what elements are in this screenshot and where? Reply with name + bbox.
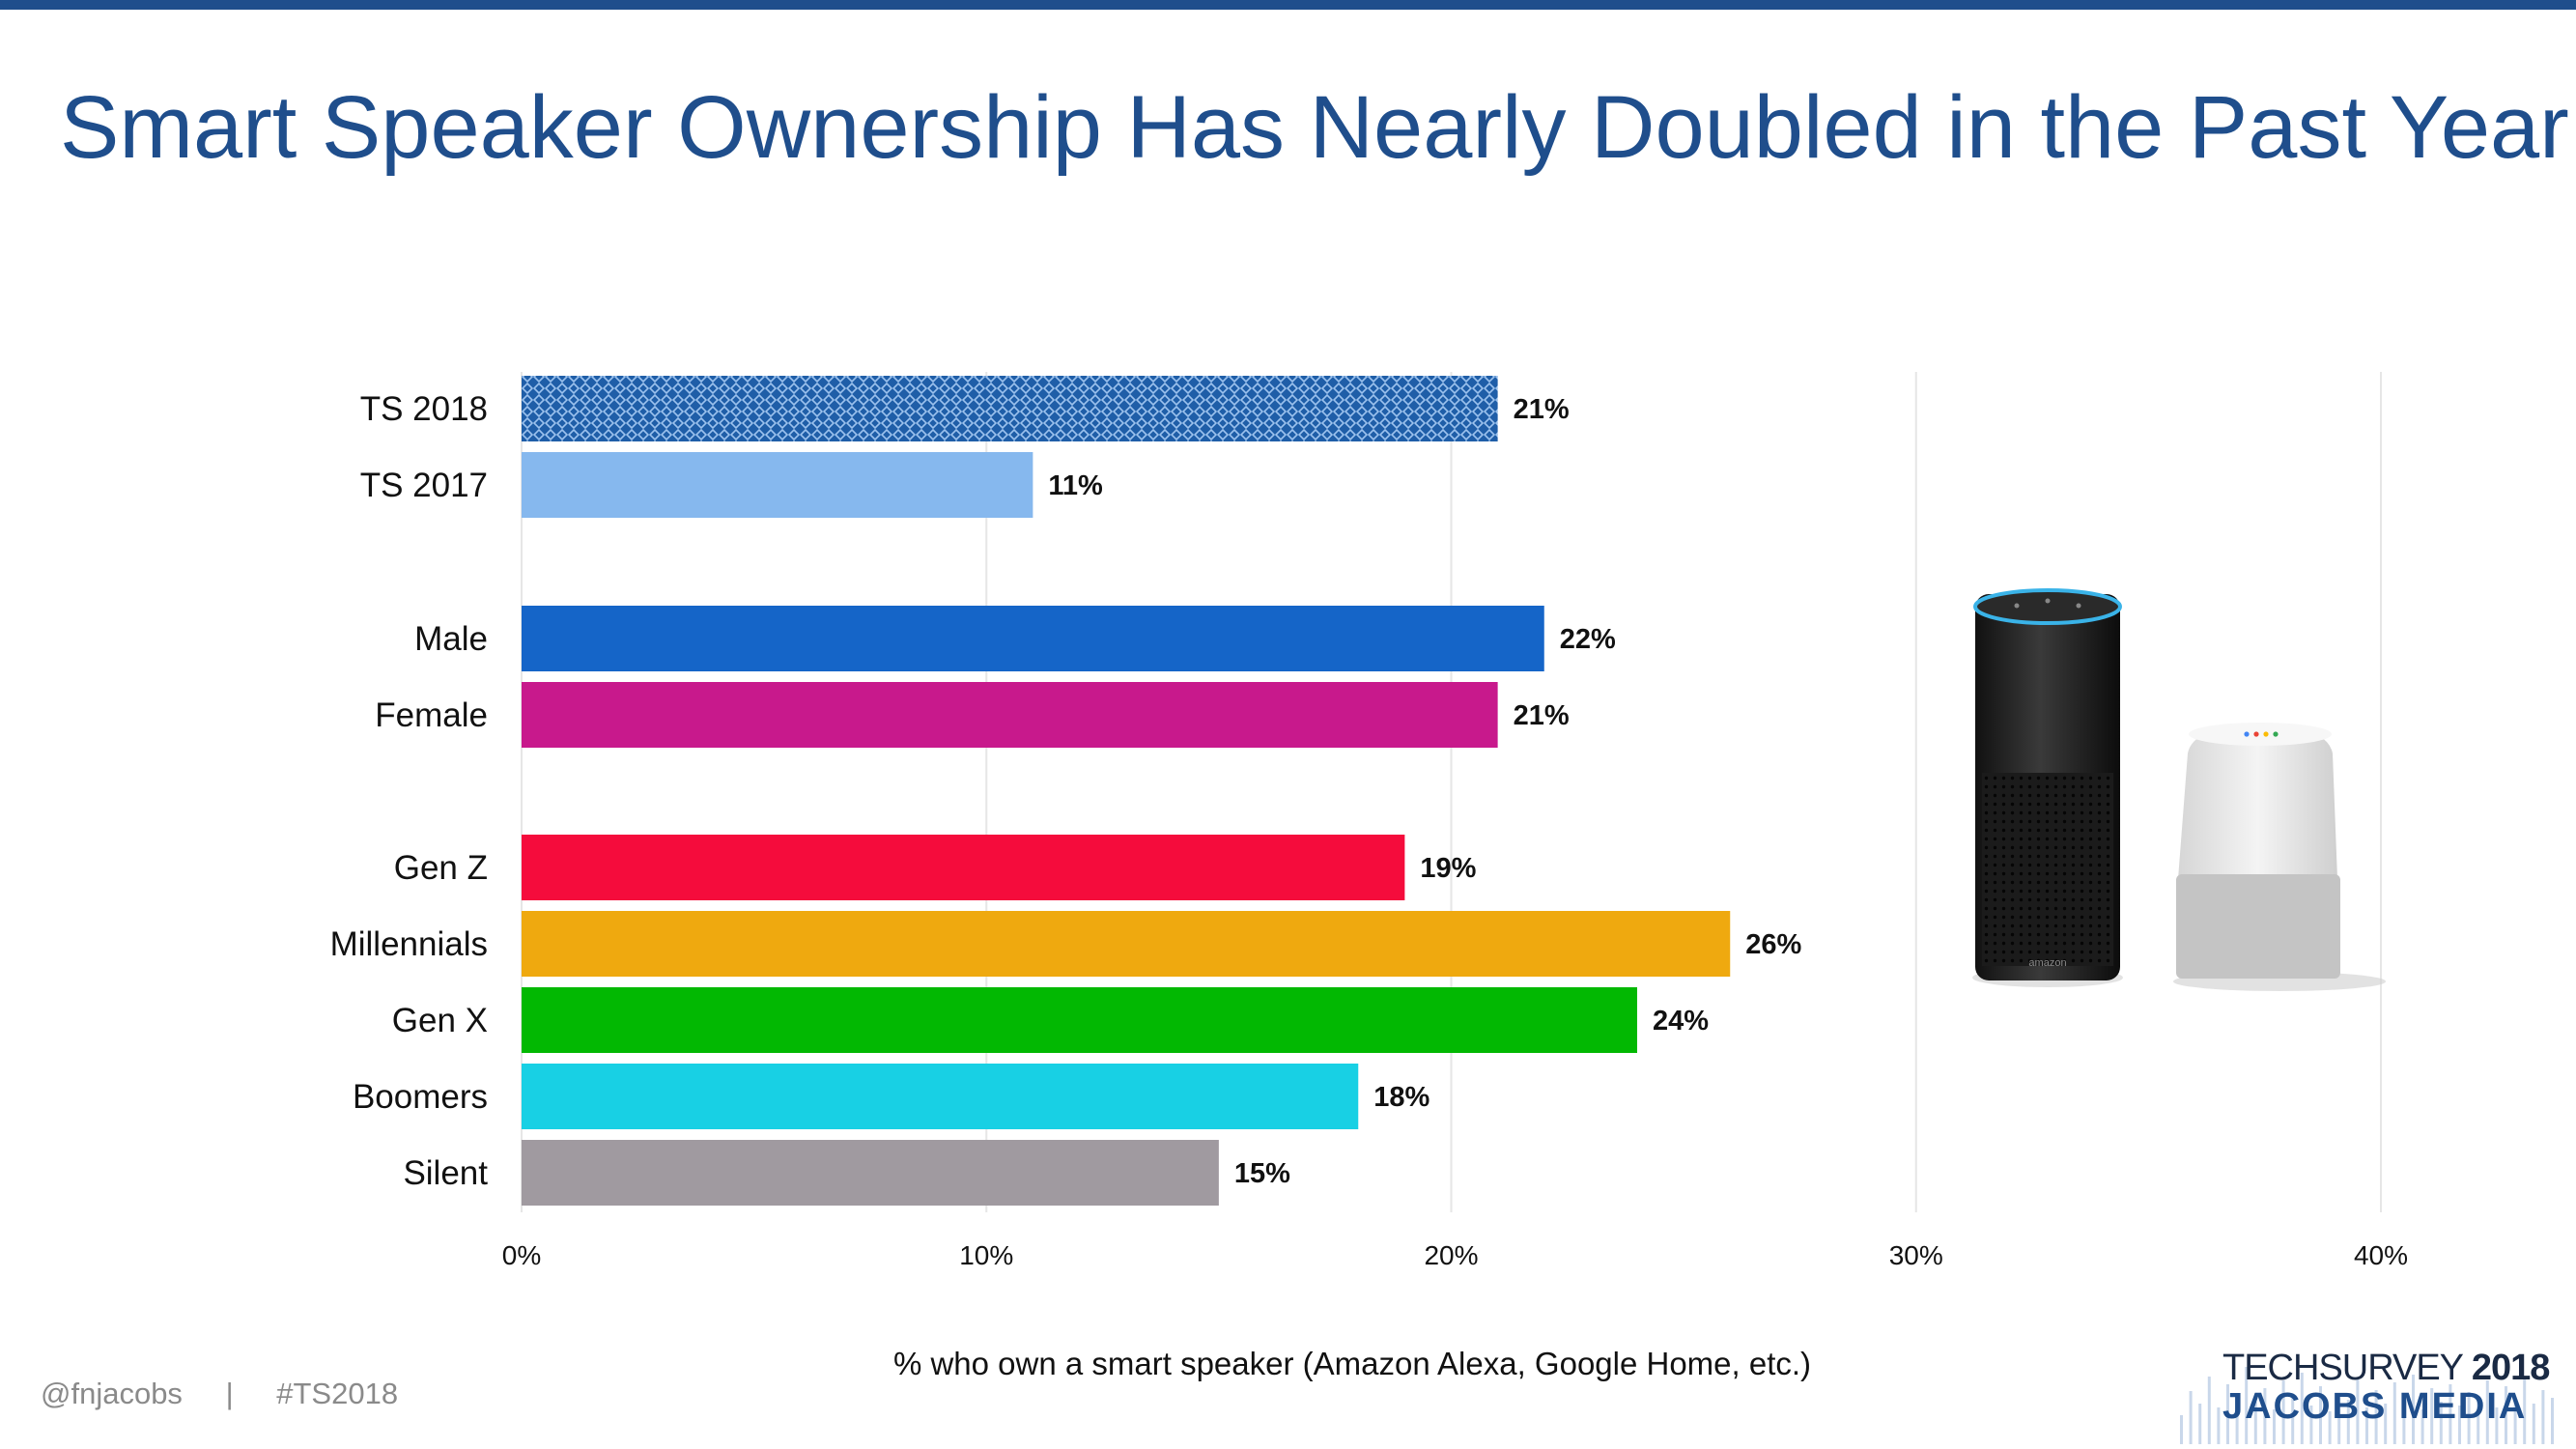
google-home-image: [2173, 723, 2386, 991]
logo-bar: [2532, 1404, 2535, 1444]
category-label: Millennials: [330, 925, 488, 963]
category-label: TS 2018: [360, 390, 488, 428]
logo-bar: [2495, 1407, 2499, 1444]
bar-female: [522, 682, 1498, 748]
logo-text-year: 2018: [2471, 1348, 2551, 1388]
value-label: 11%: [1048, 470, 1103, 501]
bar-ts-2017: [522, 452, 1033, 518]
logo-bar: [2485, 1380, 2489, 1444]
value-label: 21%: [1514, 394, 1570, 425]
category-label: Gen X: [392, 1002, 488, 1039]
equalizer-bars-icon: [2180, 1367, 2554, 1444]
logo-bar: [2328, 1411, 2332, 1444]
bar-boomers: [522, 1064, 1359, 1129]
logo-bar: [2439, 1402, 2443, 1444]
logo-bar: [2402, 1398, 2406, 1444]
logo-bar: [2245, 1367, 2249, 1444]
bar-silent: [522, 1140, 1219, 1206]
bars: [522, 376, 1731, 1206]
logo-bar: [2291, 1396, 2295, 1444]
logo-bar: [2384, 1404, 2388, 1444]
logo-bar: [2356, 1378, 2360, 1444]
logo-bar: [2207, 1377, 2211, 1444]
x-tick-label: 40%: [2354, 1240, 2408, 1270]
bar-ts-2018: [522, 376, 1498, 441]
bar-millennials: [522, 911, 1731, 977]
category-label: Male: [414, 620, 488, 658]
twitter-handle: @fnjacobs: [41, 1377, 183, 1410]
logo-text-techsurvey: TECHSURVEY: [2222, 1348, 2472, 1388]
logo-bar: [2198, 1404, 2202, 1444]
logo-bar: [2365, 1407, 2368, 1444]
logo-bar: [2226, 1384, 2229, 1444]
techsurvey-logo: TECHSURVEY 2018 JACOBS MEDIA: [2178, 1338, 2564, 1444]
logo-bar: [2346, 1400, 2350, 1444]
footer: @fnjacobs | #TS2018: [41, 1377, 398, 1411]
logo-bar: [2263, 1388, 2267, 1444]
bar-gen-x: [522, 987, 1637, 1053]
logo-bar: [2513, 1400, 2517, 1444]
logo-bar: [2523, 1377, 2527, 1444]
logo-bar: [2477, 1396, 2480, 1444]
category-label: Gen Z: [394, 849, 488, 887]
logo-bar: [2217, 1407, 2221, 1444]
hashtag: #TS2018: [276, 1377, 399, 1410]
category-label: Female: [375, 696, 488, 734]
logo-text-jacobs-media: JACOBS MEDIA: [2222, 1386, 2528, 1427]
logo-bar: [2458, 1406, 2461, 1444]
logo-bar: [2374, 1390, 2378, 1444]
logo-bar: [2273, 1409, 2276, 1444]
logo-bar: [2337, 1394, 2341, 1444]
logo-bar: [2412, 1375, 2415, 1444]
value-label: 19%: [1420, 853, 1476, 884]
logo-bar: [2420, 1409, 2424, 1444]
logo-bar: [2449, 1384, 2452, 1444]
value-label: 15%: [1234, 1158, 1290, 1189]
echo-brand-text: amazon: [2028, 957, 2066, 969]
logo-bar: [2235, 1398, 2239, 1444]
logo-bar: [2551, 1398, 2554, 1444]
logo-bar: [2541, 1390, 2545, 1444]
value-label: 21%: [1514, 700, 1570, 731]
x-axis-title: % who own a smart speaker (Amazon Alexa,…: [892, 1346, 1812, 1381]
labels: 0% 10% 20% 30% 40% TS 2018 21% TS 2017 11% Male 22…: [330, 390, 2408, 1270]
footer-separator: |: [225, 1377, 234, 1410]
top-rule: [0, 0, 2576, 10]
x-tick-label: 30%: [1889, 1240, 1943, 1270]
logo-bar: [2319, 1386, 2322, 1444]
amazon-echo-image: amazon: [1972, 588, 2123, 987]
logo-bar: [2180, 1415, 2183, 1444]
logo-bar: [2505, 1386, 2507, 1444]
x-tick-label: 10%: [959, 1240, 1013, 1270]
logo-bar: [2430, 1388, 2434, 1444]
value-label: 24%: [1653, 1006, 1709, 1037]
x-tick-label: 20%: [1424, 1240, 1478, 1270]
value-label: 18%: [1373, 1082, 1430, 1113]
logo-bar: [2309, 1406, 2313, 1444]
slide-title: Smart Speaker Ownership Has Nearly Doubl…: [60, 78, 2569, 177]
logo-bar: [2300, 1373, 2304, 1444]
logo-bar: [2189, 1391, 2193, 1444]
category-label: TS 2017: [360, 467, 488, 504]
bar-male: [522, 606, 1544, 671]
category-label: Boomers: [353, 1078, 488, 1116]
logo-bar: [2253, 1402, 2257, 1444]
category-label: Silent: [403, 1154, 488, 1192]
value-label: 26%: [1745, 929, 1801, 960]
logo-bar: [2467, 1392, 2471, 1444]
logo-bar: [2281, 1380, 2285, 1444]
value-label: 22%: [1560, 624, 1616, 655]
logo-bar: [2392, 1382, 2396, 1444]
x-tick-label: 0%: [502, 1240, 541, 1270]
bar-gen-z: [522, 835, 1405, 900]
